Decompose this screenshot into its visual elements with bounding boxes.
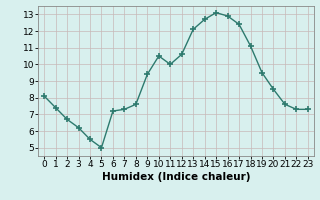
X-axis label: Humidex (Indice chaleur): Humidex (Indice chaleur)	[102, 172, 250, 182]
